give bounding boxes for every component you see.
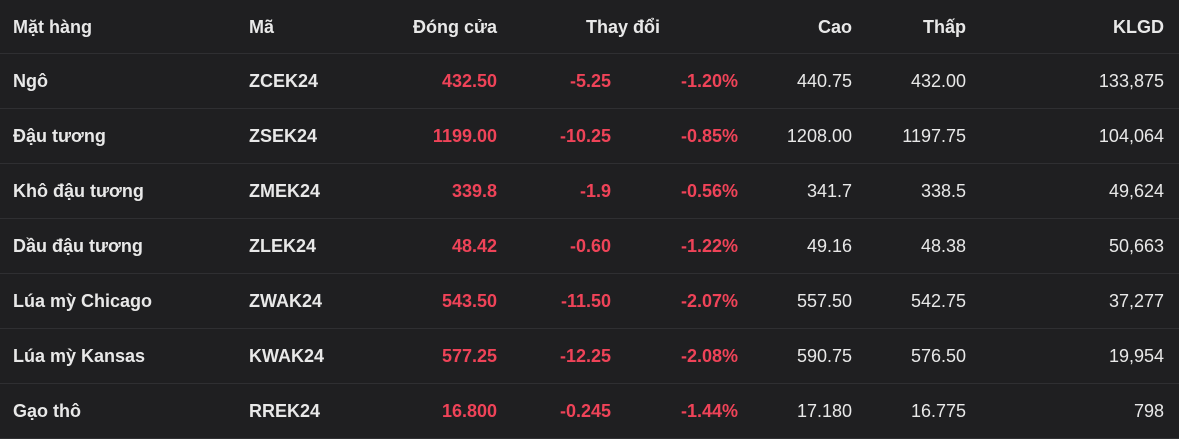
low: 1197.75 [902,126,966,146]
close: 543.50 [441,291,497,311]
change: -5.25 [569,71,611,91]
table-row: Dầu đậu tương ZLEK24 48.42 -0.60 -1.22% 49.16… [0,219,1179,274]
change-pct: -1.22% [680,236,738,256]
volume: 104,064 [1098,126,1164,146]
volume: 19,954 [1108,346,1164,366]
high: 590.75 [796,346,852,366]
low: 16.775 [910,401,966,421]
commodity: Gạo thô [13,401,81,421]
high: 440.75 [796,71,852,91]
commodity: Ngô [13,71,48,91]
low: 542.75 [910,291,966,311]
change-pct: -0.85% [680,126,738,146]
header-cell: Thấp [923,17,966,37]
commodity: Khô đậu tương [13,181,144,201]
symbol: ZMEK24 [249,181,321,201]
change: -0.245 [559,401,611,421]
change: -11.50 [560,291,611,311]
low: 576.50 [910,346,966,366]
high: 1208.00 [786,126,852,146]
symbol: ZCEK24 [249,71,319,91]
table-row: Khô đậu tương ZMEK24 339.8 -1.9 -0.56% 341.7 3… [0,164,1179,219]
symbol: ZSEK24 [249,126,318,146]
change: -12.25 [559,346,611,366]
volume: 798 [1133,401,1164,421]
close: 1199.00 [432,126,497,146]
change-pct: -2.07% [680,291,738,311]
commodity: Đậu tương [13,126,106,146]
close: 432.50 [441,71,497,91]
high: 557.50 [796,291,852,311]
commodity: Lúa mỳ Kansas [13,346,146,366]
high: 341.7 [806,181,852,201]
change: -1.9 [579,181,611,201]
table-row: Ngô ZCEK24 432.50 -5.25 -1.20% 440.75 432.00 13… [0,54,1179,109]
symbol: KWAK24 [249,346,325,366]
low: 432.00 [910,71,966,91]
high: 49.16 [806,236,852,256]
table-row: Đậu tương ZSEK24 1199.00 -10.25 -0.85% 1208.0… [0,109,1179,164]
close: 16.800 [441,401,497,421]
low: 338.5 [920,181,966,201]
commodity: Lúa mỳ Chicago [13,291,153,311]
header-cell: Cao [817,17,852,37]
header-cell: Thay đổi [585,17,660,37]
table-row: Lúa mỳ Chicago ZWAK24 543.50 -11.50 -2.07% 55… [0,274,1179,329]
symbol: RREK24 [249,401,321,421]
commodity: Dầu đậu tương [13,236,143,256]
change-pct: -0.56% [680,181,738,201]
volume: 50,663 [1108,236,1164,256]
header-cell: KLGD [1113,17,1164,37]
low: 48.38 [920,236,966,256]
symbol: ZWAK24 [249,291,323,311]
volume: 133,875 [1098,71,1164,91]
change-pct: -1.20% [680,71,738,91]
header-cell: Mã [249,17,275,37]
header-cell: Mặt hàng [13,17,92,37]
close: 339.8 [451,181,497,201]
change: -10.25 [559,126,611,146]
close: 48.42 [451,236,497,256]
table-row: Gạo thô RREK24 16.800 -0.245 -1.44% 17.180 16.… [0,384,1179,439]
symbol: ZLEK24 [249,236,317,256]
change-pct: -1.44% [680,401,738,421]
table-row: Lúa mỳ Kansas KWAK24 577.25 -12.25 -2.08% 590… [0,329,1179,384]
volume: 49,624 [1108,181,1164,201]
change: -0.60 [569,236,611,256]
change-pct: -2.08% [680,346,738,366]
volume: 37,277 [1108,291,1164,311]
header-cell: Đóng cửa [412,17,497,37]
header-row: Mặt hàng Mã Đóng cửa Thay đổi Cao Thấp KLGD [0,0,1179,54]
close: 577.25 [441,346,497,366]
high: 17.180 [796,401,852,421]
